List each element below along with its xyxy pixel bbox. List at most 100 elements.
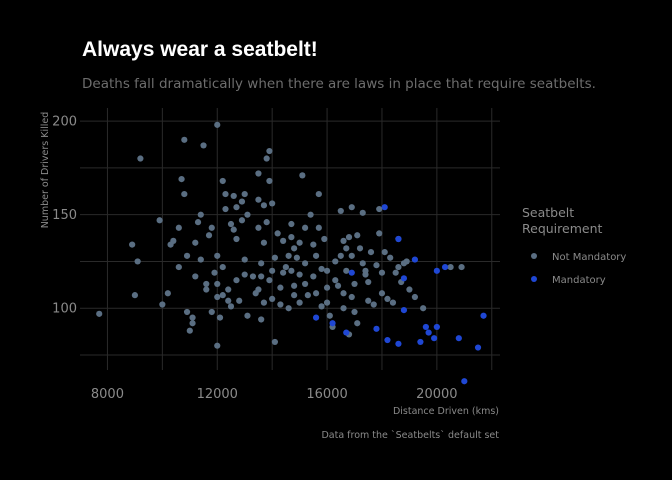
data-point [137, 155, 144, 162]
data-point [362, 267, 369, 274]
data-point [208, 308, 215, 316]
chart-title: Always wear a seatbelt! [82, 38, 318, 61]
data-point [241, 271, 248, 278]
data-point [296, 239, 303, 246]
data-point [233, 204, 240, 211]
data-point [384, 336, 391, 344]
data-point [293, 254, 300, 261]
data-point [183, 308, 191, 316]
legend-title: Seatbelt Requirement [522, 205, 602, 236]
data-point [214, 252, 221, 259]
data-point [238, 198, 246, 205]
data-point [222, 190, 229, 198]
data-point [310, 241, 317, 248]
legend-label-mandatory: Mandatory [552, 275, 606, 286]
data-point [258, 260, 265, 267]
data-point [400, 275, 408, 282]
series-mandatory [312, 204, 487, 385]
data-point [225, 286, 232, 293]
data-point [244, 312, 251, 319]
data-point [159, 301, 166, 308]
data-point [356, 245, 364, 252]
data-point [241, 190, 248, 198]
data-point [455, 335, 462, 342]
data-point [301, 260, 309, 267]
data-point [266, 277, 273, 284]
data-point [329, 320, 336, 327]
data-point [387, 254, 394, 261]
legend: Seatbelt Requirement Not Mandatory Manda… [522, 205, 626, 286]
data-point [189, 314, 196, 321]
data-point [269, 200, 276, 207]
data-point [266, 177, 273, 185]
data-point [381, 249, 388, 256]
data-point [376, 230, 383, 237]
data-point [425, 329, 432, 336]
data-point [170, 237, 177, 244]
data-point [332, 277, 339, 284]
data-point [310, 273, 317, 280]
data-point [378, 290, 386, 297]
data-point [307, 211, 314, 218]
y-tick-label: 150 [52, 208, 77, 223]
data-point [359, 260, 366, 267]
data-point [291, 282, 298, 289]
data-point [400, 307, 408, 314]
data-point [214, 280, 221, 288]
y-tick-label: 100 [52, 302, 77, 317]
data-point [351, 280, 358, 288]
data-point [392, 269, 399, 276]
data-point [260, 202, 268, 209]
data-point [337, 252, 344, 259]
data-point [441, 263, 449, 271]
data-point [260, 239, 268, 246]
y-tick-label: 200 [52, 115, 77, 130]
data-point [260, 299, 268, 306]
data-point [203, 286, 210, 293]
data-point [348, 204, 355, 211]
data-point [164, 290, 171, 297]
data-point [192, 273, 199, 280]
data-point [354, 320, 361, 327]
data-point [365, 278, 372, 286]
data-point [214, 342, 221, 349]
data-point [395, 235, 402, 243]
data-point [291, 292, 298, 299]
data-point [326, 312, 333, 319]
data-point [312, 252, 320, 259]
data-point [431, 335, 438, 342]
data-point [461, 378, 468, 385]
data-point [129, 241, 136, 248]
data-point [332, 258, 339, 265]
data-point [241, 256, 248, 263]
data-point [422, 323, 429, 331]
data-point [474, 344, 482, 351]
axis-ticks: 8000 12000 16000 20000 100 150 200 [52, 115, 457, 402]
data-point [323, 267, 331, 274]
data-point [340, 305, 347, 312]
data-point [367, 249, 375, 256]
data-point [389, 299, 397, 306]
data-point [255, 224, 262, 231]
data-point [323, 299, 331, 306]
data-point [417, 338, 424, 346]
data-point [255, 286, 262, 293]
chart-caption: Data from the `Seatbelts` default set [321, 430, 499, 441]
data-point [134, 258, 141, 265]
data-point [312, 314, 320, 321]
data-point [304, 292, 311, 299]
data-point [458, 263, 465, 271]
data-point [315, 190, 322, 198]
data-point [183, 252, 191, 259]
data-point [373, 262, 380, 269]
data-point [323, 284, 331, 291]
data-point [348, 269, 355, 276]
data-point [280, 269, 287, 276]
data-point [200, 142, 207, 149]
x-tick-label: 8000 [91, 387, 124, 402]
data-point [373, 325, 380, 332]
data-point [378, 269, 386, 276]
data-point [238, 217, 246, 224]
data-point [211, 269, 218, 276]
data-point [205, 232, 213, 239]
